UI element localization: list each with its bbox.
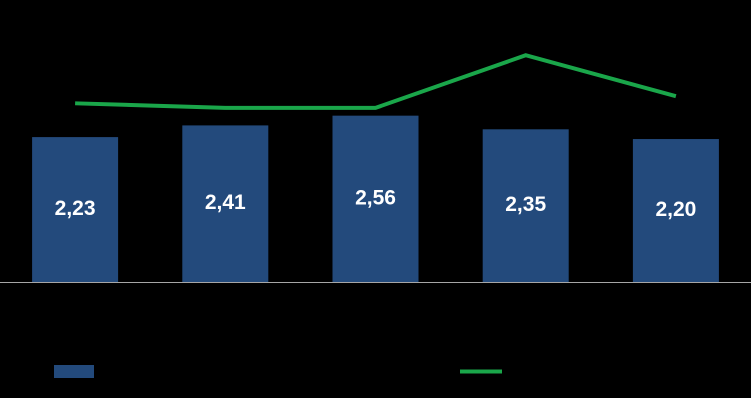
value-label: 2,23 xyxy=(55,197,96,220)
bar xyxy=(632,139,719,282)
bar xyxy=(332,115,419,282)
value-label: 2,20 xyxy=(655,198,696,221)
value-label: 2,35 xyxy=(505,193,546,216)
legend-swatch-bar xyxy=(54,365,94,378)
line xyxy=(75,53,677,110)
bar xyxy=(32,137,119,282)
value-label: 2,41 xyxy=(205,191,246,214)
bar xyxy=(182,125,269,282)
bar xyxy=(482,129,569,282)
value-label: 2,56 xyxy=(355,186,396,209)
